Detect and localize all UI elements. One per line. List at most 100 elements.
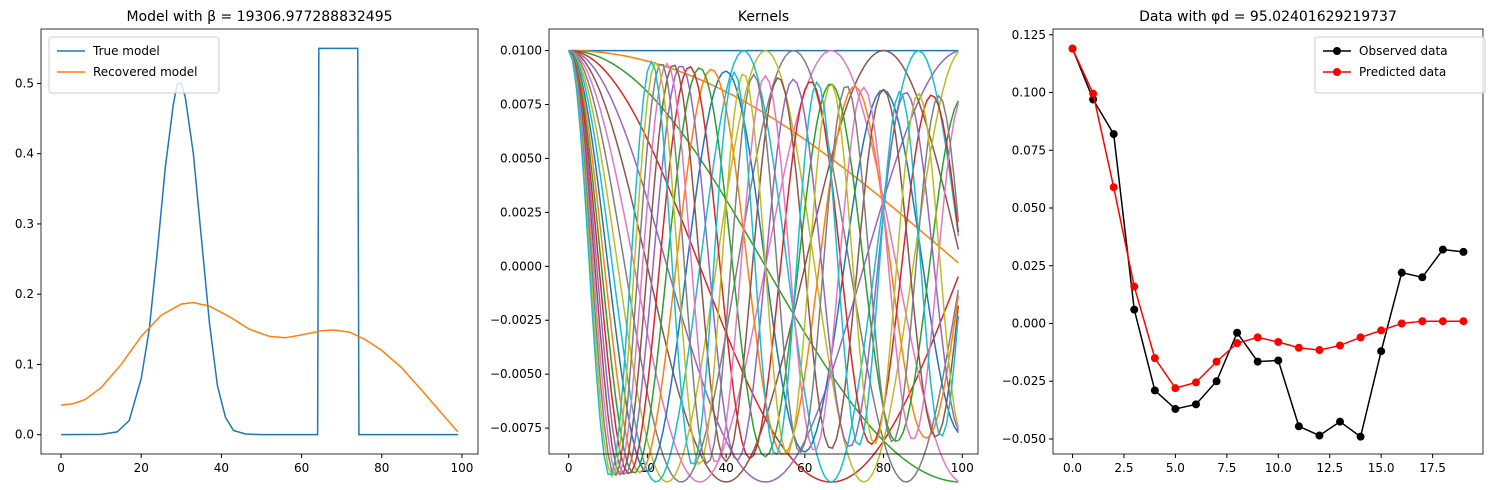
y-tick-label: 0.0000: [500, 259, 542, 273]
x-tick-label: 80: [876, 461, 891, 475]
kernel-line: [568, 50, 960, 476]
kernel-line: [568, 49, 959, 483]
y-tick-label: −0.0050: [490, 367, 542, 381]
predicted-data-point: [1459, 317, 1468, 326]
kernel-line: [568, 50, 960, 477]
predicted-data-point: [1356, 333, 1365, 342]
kernel-line: [568, 49, 959, 483]
true-model-line: [61, 47, 458, 436]
predicted-data-point: [1336, 341, 1345, 350]
legend-label: True model: [92, 44, 160, 58]
observed-data-point: [1336, 417, 1345, 426]
kernel-line: [567, 50, 960, 475]
x-tick-label: 80: [374, 461, 389, 475]
legend: Observed data Predicted data: [1314, 36, 1486, 94]
predicted-data-point: [1150, 354, 1159, 363]
model-axes: Model with β = 19306.977288832495 0 20 40 60…: [15, 9, 479, 475]
predicted-data-point: [1418, 317, 1427, 326]
predicted-data-point: [1089, 89, 1098, 98]
x-tick-label: 20: [134, 461, 149, 475]
y-tick-label: −0.025: [1002, 374, 1046, 388]
x-tick-label: 60: [797, 461, 812, 475]
kernel-line: [568, 49, 959, 483]
y-tick-label: −0.0025: [490, 313, 542, 327]
y-tick-label: 0.0100: [500, 44, 542, 58]
predicted-data-point: [1377, 326, 1386, 335]
y-tick-label: 0.050: [1012, 201, 1046, 215]
predicted-data-point: [1315, 346, 1324, 355]
y-tick-label: 0.0: [15, 428, 34, 442]
y-tick-label: 0.025: [1012, 259, 1046, 273]
observed-data-point: [1418, 273, 1427, 282]
x-tick-label: 0.0: [1063, 461, 1082, 475]
y-tick-label: 0.0075: [500, 98, 542, 112]
y-tick-label: 0.3: [15, 217, 34, 231]
legend-box: [1314, 36, 1486, 94]
observed-data-point: [1315, 431, 1324, 440]
axes-frame: [1052, 28, 1484, 455]
observed-data-point: [1191, 400, 1200, 409]
predicted-data-point: [1212, 357, 1221, 366]
predicted-data-point: [1191, 378, 1200, 387]
predicted-data-point: [1253, 333, 1262, 342]
legend-box: [48, 36, 220, 94]
observed-data-point: [1397, 268, 1406, 277]
x-tick-label: 40: [214, 461, 229, 475]
kernel-line: [567, 50, 960, 478]
x-tick-label: 15.0: [1368, 461, 1395, 475]
predicted-data-point: [1130, 282, 1139, 291]
y-tick-label: 0.2: [15, 287, 34, 301]
observed-data-point: [1459, 247, 1468, 256]
observed-data-point: [1274, 356, 1283, 365]
kernel-line: [568, 50, 960, 475]
kernel-line: [568, 49, 960, 483]
y-tick-label: −0.050: [1002, 432, 1046, 446]
x-tick-label: 40: [718, 461, 733, 475]
predicted-data-point: [1438, 317, 1447, 326]
y-tick-label: 0.100: [1012, 86, 1046, 100]
y-tick-label: 0.5: [15, 76, 34, 90]
observed-data-point: [1253, 357, 1262, 366]
x-tick-label: 0: [565, 461, 573, 475]
observed-data-point: [1109, 130, 1118, 139]
data-axes: Data with φd = 95.02401629219737 0.0 2.5 5.…: [1002, 9, 1486, 475]
x-tick-label: 2.5: [1114, 461, 1133, 475]
legend: True model Recovered model: [48, 36, 220, 94]
x-tick-label: 5.0: [1166, 461, 1185, 475]
kernel-line: [568, 50, 960, 476]
x-tick-label: 100: [951, 461, 974, 475]
predicted-data-point: [1109, 183, 1118, 192]
y-tick-label: 0.000: [1012, 316, 1046, 330]
y-tick-label: −0.0075: [490, 421, 542, 435]
kernel-line: [568, 50, 960, 475]
legend-label: Observed data: [1359, 44, 1448, 58]
observed-data-point: [1150, 386, 1159, 395]
observed-data-point: [1233, 328, 1242, 337]
predicted-data-point: [1274, 337, 1283, 346]
chart-title: Model with β = 19306.977288832495: [126, 9, 392, 25]
x-tick-label: 17.5: [1419, 461, 1446, 475]
legend-marker: [1333, 68, 1341, 76]
kernel-line: [568, 50, 960, 474]
observed-data-point: [1171, 404, 1180, 413]
recovered-model-line: [60, 301, 459, 433]
legend-marker: [1333, 47, 1341, 55]
observed-data-point: [1212, 377, 1221, 386]
kernel-line: [568, 49, 959, 473]
predicted-data-point: [1294, 343, 1303, 352]
legend-label: Recovered model: [93, 65, 197, 79]
predicted-data-point: [1233, 339, 1242, 348]
x-tick-label: 60: [294, 461, 309, 475]
axes-frame: [40, 28, 479, 455]
y-tick-label: 0.125: [1012, 28, 1046, 42]
x-tick-label: 0: [57, 461, 65, 475]
kernel-line: [568, 50, 960, 474]
x-tick-label: 20: [640, 461, 655, 475]
predicted-data-point: [1171, 384, 1180, 393]
y-tick-label: 0.0050: [500, 151, 542, 165]
observed-data-point: [1294, 422, 1303, 431]
y-tick-label: 0.0025: [500, 205, 542, 219]
predicted-data-point: [1068, 44, 1077, 53]
x-tick-label: 10.0: [1265, 461, 1292, 475]
